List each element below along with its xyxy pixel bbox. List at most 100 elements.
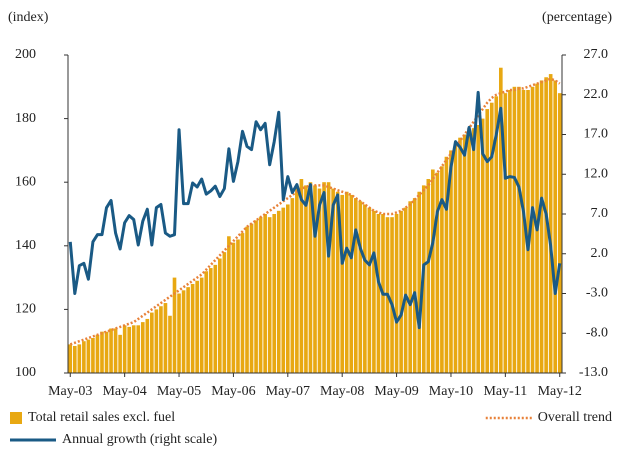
y2-tick-label: 7.0 [591, 206, 609, 221]
bar [77, 344, 82, 373]
line [68, 90, 562, 330]
y-tick-label: 100 [15, 365, 36, 380]
x-tick-label: May-10 [429, 384, 473, 399]
bar [317, 188, 322, 373]
y2-tick-label: 2.0 [591, 246, 609, 261]
bar [304, 185, 308, 373]
bar [390, 217, 394, 373]
x-tick-label: May-04 [102, 384, 146, 399]
bar [471, 128, 476, 373]
bar [290, 198, 295, 373]
bar [494, 96, 499, 373]
bar [376, 214, 381, 373]
bar [172, 277, 177, 373]
bar [245, 226, 249, 373]
bar [548, 74, 553, 373]
bar [499, 67, 503, 373]
bar [462, 134, 467, 373]
bar [109, 328, 113, 373]
legend-label: Annual growth (right scale) [62, 432, 217, 447]
bar [104, 331, 109, 373]
bar [186, 287, 190, 373]
bar [557, 93, 562, 373]
bar [150, 312, 154, 373]
bar [394, 214, 399, 373]
bar [199, 277, 204, 373]
bar [127, 326, 131, 373]
bar [118, 334, 122, 373]
bar [458, 137, 462, 373]
bar [512, 86, 517, 374]
bar [476, 124, 480, 374]
bar [526, 89, 530, 373]
bar [503, 93, 508, 373]
bar [136, 325, 141, 373]
bar [181, 290, 186, 373]
bar [177, 293, 181, 373]
bar [335, 191, 340, 373]
bar [349, 194, 354, 373]
bar [485, 109, 490, 373]
bar [113, 328, 118, 373]
y2-axis-label: (percentage) [542, 10, 612, 25]
bar [553, 80, 558, 373]
bar [399, 210, 403, 373]
bar [299, 179, 304, 373]
x-tick-label: May-11 [483, 384, 527, 399]
bar [367, 207, 372, 373]
bar [159, 306, 163, 373]
x-tick-label: May-06 [211, 384, 255, 399]
bar [308, 182, 313, 373]
y2-tick-label: -3.0 [586, 286, 608, 301]
bar [326, 182, 331, 373]
bar [82, 341, 86, 373]
bar [417, 191, 422, 373]
bar [412, 198, 417, 373]
y-tick-label: 160 [15, 174, 36, 189]
y2-tick-label: 22.0 [584, 87, 609, 102]
bar [281, 207, 286, 373]
bar [313, 185, 317, 373]
y-axis-label: (index) [8, 10, 49, 25]
bar [140, 322, 145, 373]
y-tick-label: 200 [15, 47, 36, 62]
x-tick-label: May-07 [266, 384, 310, 399]
bar [72, 345, 77, 373]
x-tick-label: May-03 [48, 384, 92, 399]
y-tick-label: 140 [15, 238, 36, 253]
bar [444, 156, 449, 373]
bar [322, 182, 326, 373]
bar [480, 118, 485, 373]
bar [408, 201, 412, 373]
bar [263, 214, 267, 373]
x-tick-label: May-08 [320, 384, 364, 399]
bar [344, 191, 349, 373]
y2-tick-label: 27.0 [584, 47, 609, 62]
bar [267, 217, 272, 373]
bar [276, 210, 281, 373]
bar [295, 188, 299, 373]
bar [521, 89, 526, 373]
bar [254, 220, 258, 373]
bar [331, 188, 335, 373]
y2-tick-label: -8.0 [586, 325, 608, 340]
bar [218, 258, 222, 373]
bar [231, 242, 236, 373]
bar [467, 131, 471, 373]
bar [508, 89, 512, 373]
bar [453, 144, 458, 373]
y-tick-label: 120 [15, 302, 36, 317]
bar [227, 236, 231, 373]
bar [91, 338, 95, 373]
bar [122, 325, 127, 373]
bar [358, 201, 363, 373]
legend-label: Overall trend [538, 410, 612, 425]
bar [100, 331, 104, 373]
legend-label: Total retail sales excl. fuel [28, 410, 175, 425]
bar [440, 166, 444, 373]
bar [204, 271, 209, 373]
bar [68, 344, 73, 373]
bar [131, 325, 136, 373]
bar [426, 179, 431, 373]
bar [240, 233, 245, 373]
